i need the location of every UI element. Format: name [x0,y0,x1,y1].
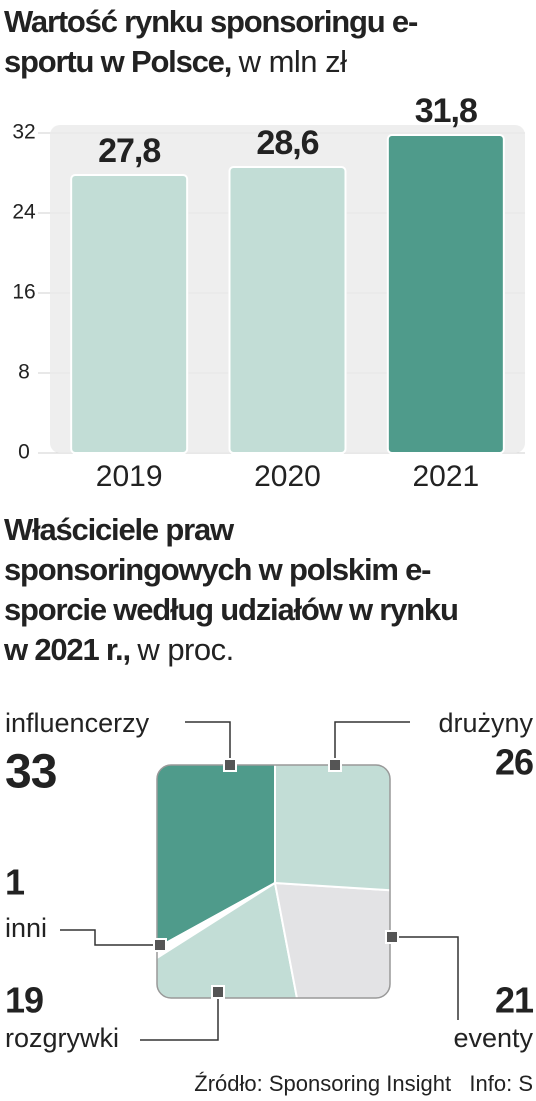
x-tick-label: 2021 [412,460,479,493]
slice-value: 1 [5,862,25,903]
slice-value: 21 [495,980,534,1021]
pie [157,765,390,998]
leader-line [60,929,160,946]
leader-marker [328,758,342,772]
bar [228,166,347,454]
bar [70,174,189,454]
subtitle: w mln zł [238,44,347,79]
y-tick-label: 0 [18,441,30,464]
bar [386,134,505,454]
pie-frame [156,764,391,999]
chart-title: Wartość rynku sponsoringu e-sportu w Pol… [4,2,504,82]
leader-marker [385,930,399,944]
chart-title: Właściciele praw sponsoringowych w polsk… [4,510,484,670]
leader-line [185,721,231,765]
value-label: 27,8 [98,132,160,170]
value-label: 28,6 [256,124,318,162]
pie-slice [157,765,276,991]
value-label: 31,8 [415,92,477,130]
slice-value: 33 [5,746,56,799]
slice-value: 19 [5,980,43,1021]
y-tick-label: 24 [12,201,36,224]
slice-label: inni [5,913,47,943]
leader-line [334,721,410,765]
leader-marker [223,758,237,772]
y-tick-label: 8 [18,361,30,384]
leader-marker [211,985,225,999]
leader-marker [153,938,167,952]
x-tick-label: 2020 [254,460,321,493]
subtitle: w proc. [137,632,234,667]
pie-slice [273,881,390,998]
pie-slice [157,881,318,998]
leader-line [392,936,459,1020]
source: Źródło: Sponsoring Insight Info: S [194,1071,533,1096]
y-tick-label: 32 [12,121,35,144]
leader-line [140,992,219,1041]
title-text: Wartość rynku sponsoringu e-sportu w Pol… [4,4,418,79]
pie-slice [274,765,390,898]
y-tick-label: 16 [12,281,35,304]
slice-value: 26 [495,742,533,783]
slice-label: drużyny [438,708,533,738]
slice-label: influencerzy [5,708,150,738]
title-text: Właściciele praw sponsoringowych w polsk… [4,512,459,667]
x-tick-label: 2019 [96,460,163,493]
slice-label: eventy [453,1023,533,1053]
slice-label: rozgrywki [5,1023,119,1053]
